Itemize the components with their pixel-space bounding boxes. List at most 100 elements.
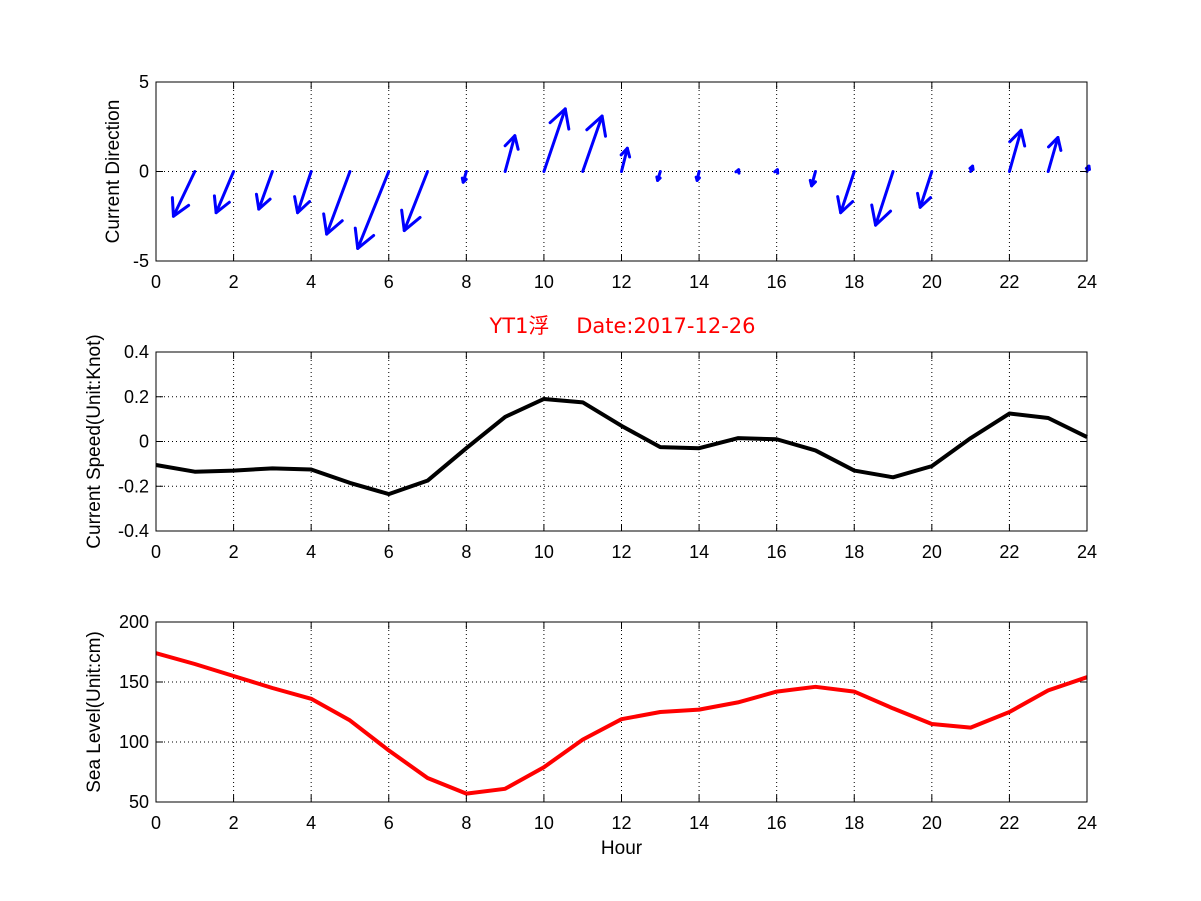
sea-level-ylabel: Sea Level(Unit:cm) — [84, 631, 105, 793]
current-arrow — [870, 170, 895, 227]
x-tick-label: 12 — [611, 272, 631, 292]
current-arrow-head — [170, 196, 191, 218]
x-tick-label: 18 — [844, 542, 864, 562]
x-tick-label: 24 — [1077, 272, 1097, 292]
current-arrow — [836, 170, 856, 215]
x-tick-label: 6 — [384, 272, 394, 292]
current-arrow-head — [353, 226, 376, 250]
x-tick-label: 10 — [534, 542, 554, 562]
x-tick-label: 8 — [461, 813, 471, 833]
x-tick-label: 24 — [1077, 813, 1097, 833]
current-arrow — [773, 168, 780, 175]
current-arrow — [655, 170, 662, 182]
x-tick-label: 18 — [844, 272, 864, 292]
current-arrow — [503, 134, 520, 173]
x-tick-label: 2 — [229, 813, 239, 833]
current-arrow-shaft — [839, 170, 856, 215]
current-arrow — [212, 170, 236, 215]
current-arrow-head — [694, 175, 701, 182]
current-arrow-head — [968, 164, 975, 172]
current-arrow — [460, 170, 468, 184]
x-tick-label: 12 — [611, 813, 631, 833]
x-tick-label: 14 — [689, 272, 709, 292]
current-arrow-shaft — [620, 146, 629, 173]
current-arrow-shaft — [214, 170, 236, 215]
x-tick-label: 6 — [384, 813, 394, 833]
current-arrow-head — [870, 203, 893, 227]
current-arrow-head — [460, 176, 468, 184]
current-arrow-shaft — [542, 107, 567, 173]
current-arrow — [581, 114, 608, 173]
x-tick-label: 10 — [534, 272, 554, 292]
x-tick-label: 12 — [611, 542, 631, 562]
current-arrow — [353, 170, 391, 250]
current-arrow — [322, 170, 352, 236]
series-line — [155, 651, 1088, 796]
x-tick-label: 22 — [999, 272, 1019, 292]
x-tick-label: 24 — [1077, 542, 1097, 562]
current-arrow-shaft — [503, 134, 517, 173]
current-arrow-head — [400, 208, 422, 233]
current-arrow-head — [503, 134, 520, 151]
current-arrow — [968, 164, 975, 173]
y-tick-label: -0.4 — [118, 521, 149, 541]
current-speed-ticks: 0 2 4 6 8 10 12 14 16 18 20 22 24-0.4-0.200.20.4 — [118, 342, 1097, 562]
x-tick-label: 16 — [767, 813, 787, 833]
current-arrow — [694, 170, 701, 182]
x-tick-label: 8 — [461, 542, 471, 562]
current-direction-ylabel: Current Direction — [103, 100, 124, 244]
x-tick-label: 2 — [229, 542, 239, 562]
x-tick-label: 2 — [229, 272, 239, 292]
current-arrow — [542, 107, 571, 173]
y-tick-label: 0 — [139, 432, 149, 452]
current-arrow-head — [585, 114, 608, 138]
current-arrow — [400, 170, 430, 233]
current-arrow-shaft — [325, 170, 352, 236]
current-arrow-shaft — [171, 170, 197, 218]
x-tick-label: 4 — [306, 813, 316, 833]
x-tick-label: 18 — [844, 813, 864, 833]
x-tick-label: 20 — [922, 272, 942, 292]
current-arrow-head — [322, 212, 344, 236]
y-tick-label: 0.4 — [124, 342, 149, 362]
x-tick-label: 14 — [689, 813, 709, 833]
x-tick-label: 0 — [151, 542, 161, 562]
y-tick-label: 50 — [129, 792, 149, 812]
x-tick-label: 14 — [689, 542, 709, 562]
y-tick-label: 0.2 — [124, 387, 149, 407]
x-tick-label: 22 — [999, 542, 1019, 562]
y-tick-label: 100 — [119, 732, 149, 752]
current-direction-ticks: 0 2 4 6 8 10 12 14 16 18 20 22 24-505 — [133, 72, 1097, 292]
current-arrow-head — [1008, 128, 1027, 148]
y-tick-label: 150 — [119, 672, 149, 692]
current-arrow — [808, 170, 817, 188]
current-arrow-shaft — [918, 170, 934, 209]
x-tick-label: 0 — [151, 272, 161, 292]
x-tick-label: 6 — [384, 542, 394, 562]
current-arrow-shaft — [257, 170, 274, 211]
current-arrow-shaft — [581, 114, 604, 173]
current-direction-panel: 0 2 4 6 8 10 12 14 16 18 20 22 24-505 Current Direct… — [103, 72, 1097, 292]
current-arrow — [1046, 135, 1063, 173]
current-arrow-head — [836, 195, 855, 215]
current-arrow-head — [773, 168, 780, 175]
current-arrow — [734, 168, 741, 175]
current-arrow — [1007, 128, 1027, 173]
current-arrow-head — [808, 178, 817, 188]
current-arrow-head — [734, 168, 741, 175]
x-tick-label: 0 — [151, 813, 161, 833]
chart-title: YT1浮 Date:2017-12-26 — [488, 314, 755, 338]
y-tick-label: -5 — [133, 251, 149, 271]
sea-level-series — [155, 651, 1088, 796]
x-tick-label: 4 — [306, 542, 316, 562]
current-arrow-head — [254, 192, 272, 211]
current-arrow-shaft — [402, 170, 430, 233]
current-arrow-shaft — [356, 170, 391, 250]
sea-level-xlabel: Hour — [601, 838, 643, 859]
current-arrow-head — [916, 191, 933, 209]
current-arrow — [170, 170, 197, 218]
